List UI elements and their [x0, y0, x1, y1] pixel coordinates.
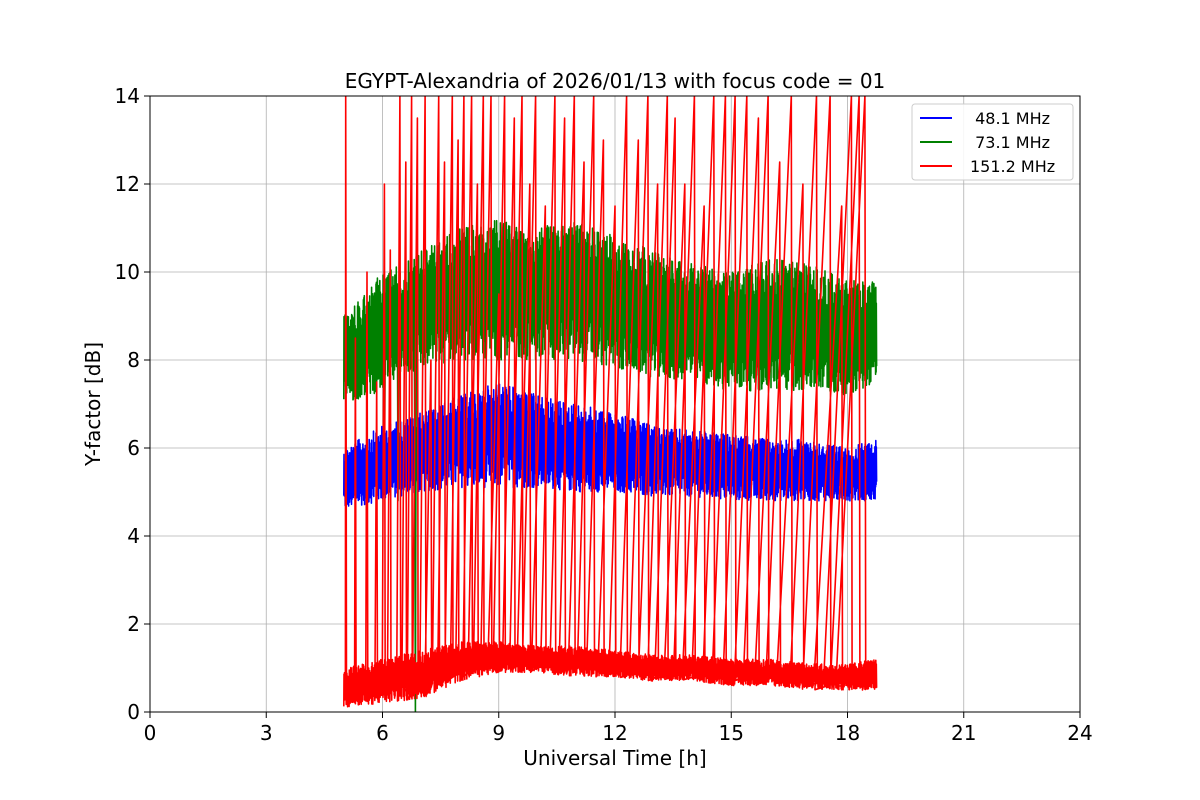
x-tick-label: 0	[144, 721, 157, 745]
y-tick-label: 4	[127, 524, 140, 548]
x-tick-label: 18	[835, 721, 860, 745]
legend-entry-label: 73.1 MHz	[970, 133, 1050, 152]
legend: 48.1 MHz 73.1 MHz 151.2 MHz	[911, 103, 1074, 181]
y-tick-label: 8	[127, 348, 140, 372]
y-tick-label: 0	[127, 700, 140, 724]
x-tick-label: 6	[376, 721, 389, 745]
y-axis-ticks: 0 2 4 6 8 10 12 14	[115, 84, 150, 724]
legend-box	[911, 103, 1074, 181]
series-line-151-2-mhz	[343, 96, 878, 708]
legend-entry-label: 48.1 MHz	[970, 109, 1050, 128]
y-tick-label: 12	[115, 172, 140, 196]
x-tick-label: 21	[951, 721, 976, 745]
y-tick-label: 2	[127, 612, 140, 636]
x-tick-label: 15	[719, 721, 744, 745]
x-tick-label: 24	[1067, 721, 1092, 745]
series-line-73-1-mhz	[343, 219, 878, 712]
chart-title: EGYPT-Alexandria of 2026/01/13 with focu…	[345, 69, 886, 93]
y-axis-label: Y-factor [dB]	[81, 342, 105, 467]
x-tick-label: 9	[492, 721, 505, 745]
x-axis-ticks: 0 3 6 9 12 15 18 21 24	[144, 712, 1093, 745]
x-tick-label: 3	[260, 721, 273, 745]
y-tick-label: 10	[115, 260, 140, 284]
x-tick-label: 12	[602, 721, 627, 745]
series-layer	[343, 96, 878, 712]
y-tick-label: 14	[115, 84, 140, 108]
legend-entry-label: 151.2 MHz	[970, 157, 1055, 176]
y-tick-label: 6	[127, 436, 140, 460]
x-axis-label: Universal Time [h]	[523, 746, 706, 770]
